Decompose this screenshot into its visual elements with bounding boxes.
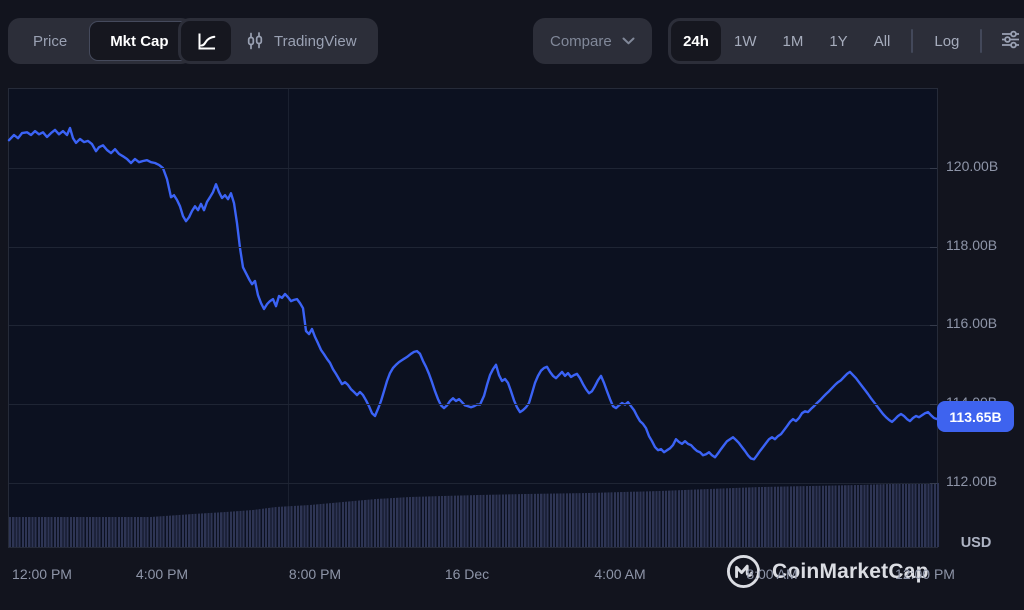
x-axis-label: 4:00 PM (135, 566, 189, 582)
gridline (9, 325, 937, 327)
y-axis-label: 118.00B (946, 236, 998, 253)
last-value-badge: 113.65B (937, 401, 1014, 433)
coinmarketcap-logo-icon (726, 554, 761, 589)
x-axis-label: 8:00 PM (288, 566, 342, 582)
chart-settings-button[interactable] (990, 21, 1024, 61)
vertical-gridline (288, 89, 289, 547)
x-axis-label: 12:00 PM (12, 566, 72, 582)
gridline (9, 482, 937, 484)
gridline (9, 246, 937, 248)
x-axis-label: 4:00 AM (594, 566, 646, 582)
y-axis-label: 120.00B (946, 158, 999, 175)
y-axis-label: 116.00B (946, 315, 998, 332)
range-tab-all[interactable]: All (861, 21, 904, 61)
coinmarketcap-watermark: CoinMarketCap (725, 553, 929, 590)
tradingview-button[interactable]: TradingView (231, 21, 375, 61)
tab-mkt-cap[interactable]: Mkt Cap (89, 21, 190, 61)
range-toggle: 24h 1W 1M 1Y All Log (668, 18, 1024, 64)
line-chart-type-button[interactable] (181, 21, 231, 61)
range-tab-1y[interactable]: 1Y (816, 21, 860, 61)
sliders-icon (1002, 30, 1020, 48)
chevron-down-icon (622, 37, 635, 45)
log-scale-button[interactable]: Log (921, 21, 972, 61)
chart-type-toggle: TradingView (178, 18, 378, 64)
compare-label: Compare (550, 32, 612, 50)
x-axis-label: 8:00 AM (746, 566, 798, 582)
candlestick-icon (247, 32, 263, 50)
line-chart-icon (198, 33, 216, 50)
gridline (9, 168, 937, 170)
gridline (9, 404, 937, 406)
range-tab-1m[interactable]: 1M (770, 21, 817, 61)
range-tab-1w[interactable]: 1W (721, 21, 770, 61)
range-tabs: 24h 1W 1M 1Y All (671, 21, 903, 61)
range-tab-24h[interactable]: 24h (671, 21, 721, 61)
y-axis-label: 112.00B (946, 472, 998, 489)
axis-tick (930, 325, 937, 327)
coinmarketcap-wordmark: CoinMarketCap (772, 559, 929, 583)
axis-tick (930, 246, 937, 248)
x-axis-label: 16 Dec (444, 566, 490, 582)
market-cap-plot-area[interactable]: CoinMarketCap (7, 88, 941, 589)
tab-price[interactable]: Price (11, 21, 89, 61)
separator (911, 29, 914, 53)
tradingview-label: TradingView (274, 32, 357, 50)
compare-button[interactable]: Compare (533, 18, 652, 64)
x-axis-label: 12:00 PM (895, 566, 955, 582)
currency-label: USD (960, 535, 992, 551)
separator (980, 29, 983, 53)
metric-toggle: Price Mkt Cap (8, 18, 193, 64)
market-cap-line (7, 126, 941, 461)
axis-tick (930, 482, 937, 484)
axis-tick (930, 168, 937, 170)
axis-tick (930, 404, 937, 406)
